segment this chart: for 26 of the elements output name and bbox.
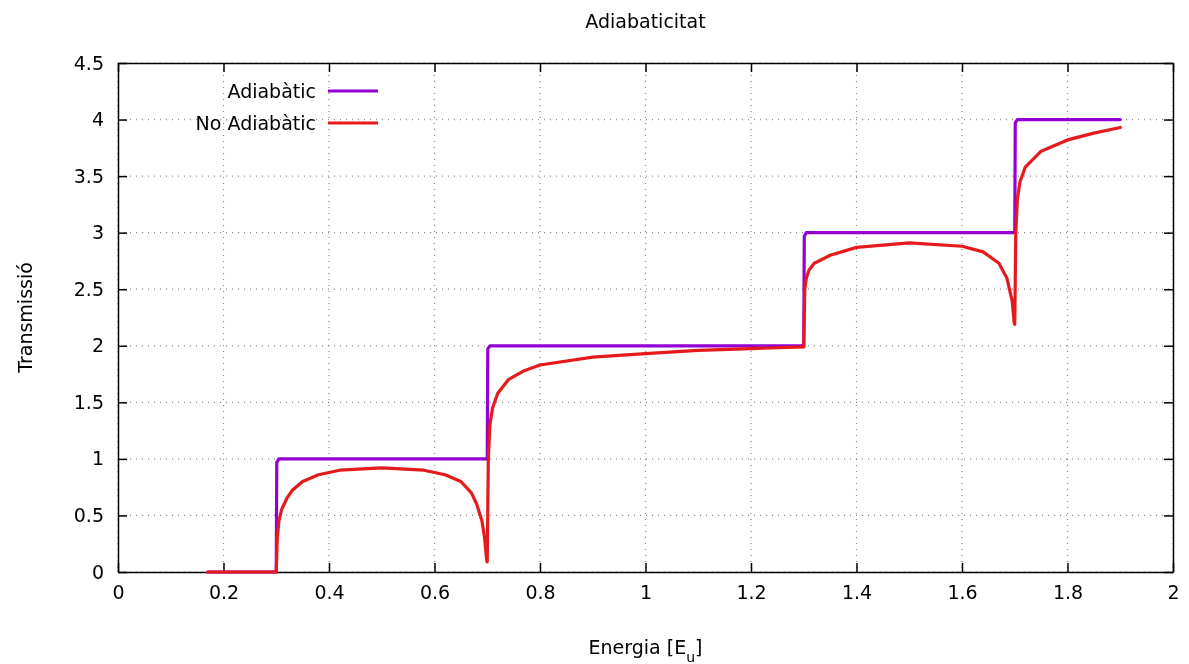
chart-title: Adiabaticitat <box>585 10 706 32</box>
x-tick-label: 0.8 <box>525 581 556 604</box>
x-axis-title: Energia [E$_{u}$] <box>588 636 703 664</box>
legend-label: No Adiabàtic <box>195 112 316 134</box>
x-tick-label: 0.2 <box>208 581 240 604</box>
y-tick-label: 2 <box>91 334 104 357</box>
y-tick-label: 0 <box>91 560 104 583</box>
y-tick-label: 3.5 <box>73 164 104 187</box>
x-tick-label: 1.4 <box>841 581 873 604</box>
legend-label: Adiabàtic <box>227 80 316 102</box>
y-tick-label: 3 <box>91 221 104 244</box>
x-tick-label: 1 <box>639 581 653 604</box>
x-tick-label: 1.8 <box>1052 581 1084 604</box>
y-tick-label: 2.5 <box>73 277 104 300</box>
x-tick-label: 0.4 <box>314 581 345 604</box>
x-tick-label: 2 <box>1167 581 1180 604</box>
y-tick-label: 1 <box>91 447 104 470</box>
y-tick-label: 4 <box>91 108 104 131</box>
x-tick-label: 1.2 <box>736 581 767 604</box>
y-tick-label: 0.5 <box>73 504 104 527</box>
x-tick-label: 0 <box>112 581 125 604</box>
y-tick-label: 1.5 <box>73 390 104 413</box>
y-axis-title: Transmissió <box>14 262 36 374</box>
x-tick-label: 1.6 <box>947 581 978 604</box>
y-tick-label: 4.5 <box>73 51 104 74</box>
x-tick-label: 0.6 <box>419 581 451 604</box>
